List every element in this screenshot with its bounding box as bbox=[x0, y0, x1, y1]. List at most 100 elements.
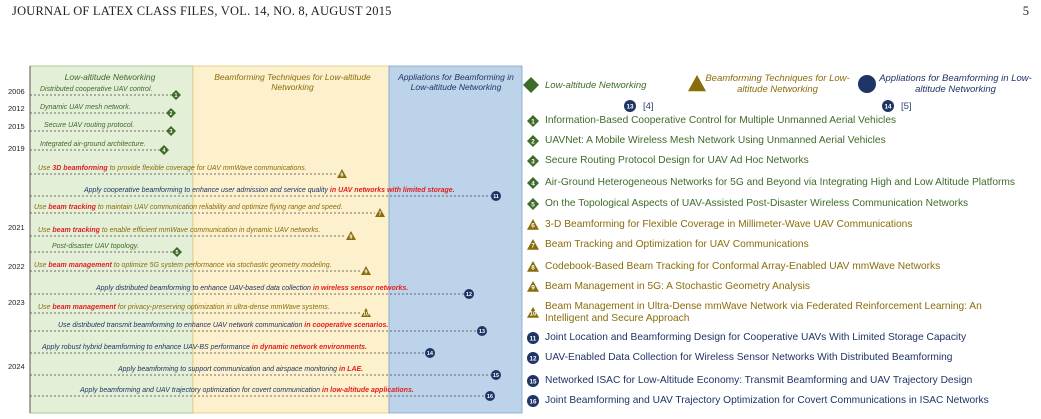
legend-ref-badge-icon: 14 bbox=[882, 100, 894, 112]
paper-title: Secure Routing Protocol Design for UAV A… bbox=[545, 155, 809, 166]
page-number: 5 bbox=[1022, 4, 1029, 18]
timeline-marker-green-icon: 3 bbox=[166, 126, 176, 136]
legend-octagon-icon bbox=[858, 75, 876, 93]
svg-text:15: 15 bbox=[493, 373, 499, 379]
legend-triangle-icon bbox=[688, 75, 706, 92]
timeline-marker-green-icon: 1 bbox=[171, 90, 181, 100]
svg-text:14: 14 bbox=[427, 351, 433, 357]
svg-text:2: 2 bbox=[531, 138, 535, 145]
paper-marker-green-icon: 5 bbox=[527, 198, 539, 210]
paper-marker-navy-icon: 11 bbox=[527, 332, 539, 344]
paper-title: Joint Beamforming and UAV Trajectory Opt… bbox=[545, 395, 989, 406]
timeline-event: Use distributed transmit beamforming to … bbox=[58, 322, 389, 329]
svg-text:14: 14 bbox=[884, 103, 892, 110]
svg-text:8: 8 bbox=[531, 265, 535, 272]
svg-text:11: 11 bbox=[530, 335, 537, 342]
timeline-event: Post-disaster UAV topology. bbox=[52, 243, 139, 250]
svg-text:1: 1 bbox=[175, 93, 178, 99]
column-header-applications: Appliations for Beamforming in Low-altit… bbox=[398, 72, 514, 92]
paper-marker-navy-icon: 15 bbox=[527, 375, 539, 387]
paper-title: Codebook-Based Beam Tracking for Conform… bbox=[545, 261, 941, 272]
timeline-event: Apply beamforming to support communicati… bbox=[118, 366, 364, 373]
year-label: 2015 bbox=[8, 122, 25, 131]
svg-text:8: 8 bbox=[350, 234, 353, 240]
timeline-marker-green-icon: 5 bbox=[172, 247, 182, 257]
column-bg-beamforming bbox=[192, 65, 390, 414]
timeline-event: Apply beamforming and UAV trajectory opt… bbox=[80, 387, 414, 394]
year-label: 2012 bbox=[8, 104, 25, 113]
legend-ref-networking: [4] bbox=[643, 101, 654, 112]
timeline-event: Use beam management to optimize 5G syste… bbox=[34, 262, 332, 269]
paper-title: Joint Location and Beamforming Design fo… bbox=[545, 332, 967, 343]
svg-text:2: 2 bbox=[170, 111, 173, 117]
paper-title: Beam Tracking and Optimization for UAV C… bbox=[545, 239, 809, 250]
year-label: 2019 bbox=[8, 144, 25, 153]
svg-text:16: 16 bbox=[529, 398, 537, 405]
paper-title: UAV-Enabled Data Collection for Wireless… bbox=[545, 352, 953, 363]
timeline-event: Use beam management for privacy-preservi… bbox=[38, 304, 330, 311]
svg-text:5: 5 bbox=[176, 250, 179, 256]
year-label: 2023 bbox=[8, 298, 25, 307]
year-label: 2021 bbox=[8, 223, 25, 232]
paper-marker-gold-icon: 7 bbox=[527, 239, 539, 250]
timeline-marker-navy-icon: 16 bbox=[485, 391, 495, 401]
svg-text:16: 16 bbox=[487, 394, 493, 400]
column-bg-applications bbox=[388, 65, 523, 414]
timeline-event: Distributed cooperative UAV control. bbox=[40, 86, 153, 93]
timeline-marker-gold-icon: 6 bbox=[337, 169, 347, 178]
svg-text:9: 9 bbox=[365, 269, 368, 275]
timeline-event: Apply robust hybrid beamforming to enhan… bbox=[42, 344, 367, 351]
legend-label-networking: Low-altitude Networking bbox=[545, 80, 647, 91]
paper-marker-green-icon: 3 bbox=[527, 155, 539, 167]
paper-title: Air-Ground Heterogeneous Networks for 5G… bbox=[545, 177, 1016, 188]
timeline-marker-green-icon: 4 bbox=[159, 145, 169, 155]
svg-text:6: 6 bbox=[531, 223, 535, 230]
year-label: 2006 bbox=[8, 87, 25, 96]
svg-text:3: 3 bbox=[170, 129, 173, 135]
svg-text:4: 4 bbox=[163, 148, 166, 154]
svg-text:13: 13 bbox=[479, 329, 485, 335]
svg-text:15: 15 bbox=[529, 378, 537, 385]
column-bg-networking bbox=[29, 65, 194, 414]
paper-marker-navy-icon: 12 bbox=[527, 352, 539, 364]
legend-label-beamforming: Beamforming Techniques for Low-altitude … bbox=[705, 73, 850, 95]
page-header: JOURNAL OF LATEX CLASS FILES, VOL. 14, N… bbox=[12, 4, 1029, 20]
svg-text:9: 9 bbox=[531, 285, 535, 292]
timeline-marker-gold-icon: 9 bbox=[361, 266, 371, 275]
timeline-event: Apply distributed beamforming to enhance… bbox=[96, 285, 409, 292]
timeline-event: Dynamic UAV mesh network. bbox=[40, 104, 131, 111]
timeline-event: Secure UAV routing protocol. bbox=[44, 122, 135, 129]
svg-text:7: 7 bbox=[531, 243, 535, 250]
svg-text:5: 5 bbox=[531, 201, 535, 208]
paper-title: Beam Management in Ultra-Dense mmWave Ne… bbox=[545, 301, 982, 324]
paper-title: On the Topological Aspects of UAV-Assist… bbox=[545, 198, 969, 209]
timeline-marker-navy-icon: 12 bbox=[464, 289, 474, 299]
paper-marker-gold-icon: 6 bbox=[527, 219, 539, 230]
paper-title: UAVNet: A Mobile Wireless Mesh Network U… bbox=[545, 135, 886, 146]
legend-ref-badge-icon: 13 bbox=[624, 100, 636, 112]
svg-text:10: 10 bbox=[529, 311, 537, 318]
paper-title: Beam Management in 5G: A Stochastic Geom… bbox=[545, 281, 811, 292]
legend-diamond-icon bbox=[523, 77, 539, 93]
svg-text:3: 3 bbox=[531, 158, 535, 165]
paper-title: Information-Based Cooperative Control fo… bbox=[545, 115, 897, 126]
timeline-event: Use beam tracking to enable efficient mm… bbox=[38, 227, 321, 234]
paper-marker-gold-icon: 9 bbox=[527, 281, 539, 292]
timeline-marker-gold-icon: 10 bbox=[361, 308, 371, 317]
timeline-marker-gold-icon: 7 bbox=[375, 208, 385, 217]
timeline-marker-navy-icon: 15 bbox=[491, 370, 501, 380]
timeline-marker-navy-icon: 13 bbox=[477, 326, 487, 336]
timeline-event: Use 3D beamforming to provide flexible c… bbox=[38, 165, 307, 172]
paper-marker-gold-icon: 10 bbox=[527, 307, 539, 318]
paper-marker-gold-icon: 8 bbox=[527, 261, 539, 272]
paper-marker-navy-icon: 16 bbox=[527, 395, 539, 407]
svg-text:6: 6 bbox=[341, 172, 344, 178]
timeline-event: Apply cooperative beamforming to enhance… bbox=[84, 187, 455, 194]
paper-title: Networked ISAC for Low-Altitude Economy:… bbox=[545, 375, 973, 386]
timeline-marker-navy-icon: 11 bbox=[491, 191, 501, 201]
svg-text:1: 1 bbox=[531, 118, 535, 125]
timeline-marker-gold-icon: 8 bbox=[346, 231, 356, 240]
column-header-beamforming: Beamforming Techniques for Low-altitude … bbox=[214, 72, 371, 92]
legend-label-applications: Appliations for Beamforming in Low-altit… bbox=[879, 73, 1032, 95]
